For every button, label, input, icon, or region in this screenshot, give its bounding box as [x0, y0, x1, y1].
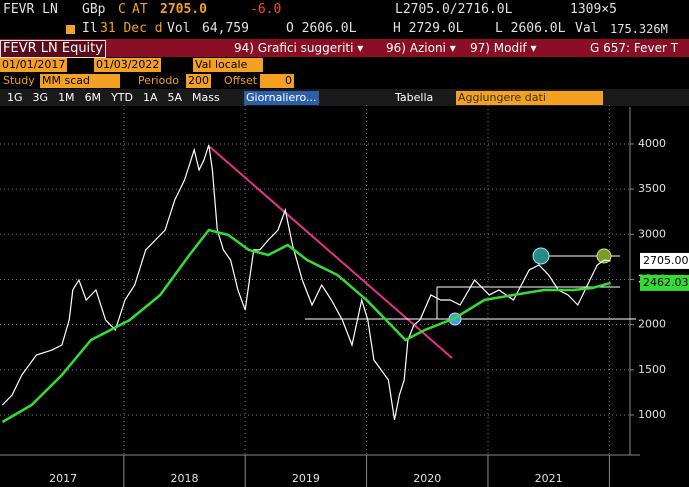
y-tick-label: 3000 — [638, 227, 666, 240]
y-tick-label: 1000 — [638, 408, 666, 421]
high: H 2729.0L — [393, 21, 464, 36]
add-data[interactable]: Aggiungere dati — [456, 91, 603, 105]
period[interactable]: 200 — [186, 74, 211, 88]
x-tick-label: 2019 — [292, 472, 320, 485]
currency-select[interactable]: Val locale — [193, 58, 263, 72]
menu-item[interactable]: 96) Azioni ▾ — [386, 41, 456, 55]
security-field[interactable]: FEVR LN Equity — [0, 40, 106, 58]
il: Il — [82, 21, 98, 36]
trend-line — [209, 146, 453, 359]
frequency[interactable]: Giornaliero... — [244, 91, 319, 105]
change: -6.0 — [250, 2, 282, 17]
date: 31 Dec d — [100, 21, 163, 36]
last-value-box — [640, 274, 689, 291]
study-label: Study — [3, 74, 35, 87]
x-tick-label: 2018 — [171, 472, 199, 485]
range-button[interactable]: 1A — [142, 91, 158, 104]
flag: C — [118, 2, 126, 17]
offset[interactable]: 0 — [260, 74, 294, 88]
marker — [532, 247, 550, 265]
size: 1309×5 — [570, 2, 617, 17]
offset-label: Offset — [224, 74, 258, 87]
last-value-label: 2705.00 — [643, 254, 689, 267]
y-tick-label: 1500 — [638, 363, 666, 376]
value-traded: 175.326M — [610, 22, 668, 36]
study-select[interactable]: MM scad — [40, 74, 120, 88]
menu-item[interactable]: 94) Grafici suggeriti ▾ — [234, 41, 364, 55]
last-price: 2705.0 — [160, 2, 207, 17]
range-button[interactable]: YTD — [111, 91, 133, 104]
range-buttons: 1G 3G 1M 6M YTD 1A 5A Mass — [2, 91, 225, 105]
range-button[interactable]: 1G — [7, 91, 23, 104]
y-tick-label: 2500 — [638, 272, 666, 285]
y-tick-label: 3500 — [638, 182, 666, 195]
marker — [448, 312, 462, 326]
ticker: FEVR LN — [3, 2, 58, 17]
x-tick-label: 2021 — [535, 472, 563, 485]
y-tick-label: 2000 — [638, 318, 666, 331]
end-date[interactable]: 01/03/2022 — [94, 58, 162, 72]
price-line — [1, 144, 611, 421]
low: L 2606.0L — [495, 21, 566, 36]
bid-ask: L2705.0/2716.0L — [395, 2, 513, 17]
currency: GBp — [82, 2, 106, 17]
range-button[interactable]: 6M — [84, 91, 102, 104]
val-label: Val — [575, 21, 599, 36]
range-button[interactable]: 3G — [32, 91, 49, 104]
last-value-label: 2462.03 — [643, 276, 689, 289]
price-line — [1, 228, 611, 424]
y-tick-label: 4000 — [638, 137, 666, 150]
start-date[interactable]: 01/01/2017 — [0, 58, 68, 72]
menubar — [0, 39, 689, 57]
volume: 64,759 — [202, 21, 249, 36]
range-button[interactable]: 1M — [58, 91, 75, 104]
period-label: Periodo — [138, 74, 180, 87]
table-button[interactable]: Tabella — [395, 91, 434, 104]
vol-label: Vol — [167, 21, 191, 36]
status-icon — [66, 25, 75, 34]
open: O 2606.0L — [286, 21, 357, 36]
range-button[interactable]: Mass — [192, 91, 220, 104]
marker — [596, 248, 612, 264]
range-button[interactable]: 5A — [167, 91, 183, 104]
x-tick-label: 2017 — [49, 472, 77, 485]
menu-item[interactable]: 97) Modif ▾ — [470, 41, 537, 55]
x-tick-label: 2020 — [413, 472, 441, 485]
last-value-box — [640, 252, 689, 269]
at: AT — [132, 2, 148, 17]
menu-right[interactable]: G 657: Fever T — [590, 41, 679, 55]
